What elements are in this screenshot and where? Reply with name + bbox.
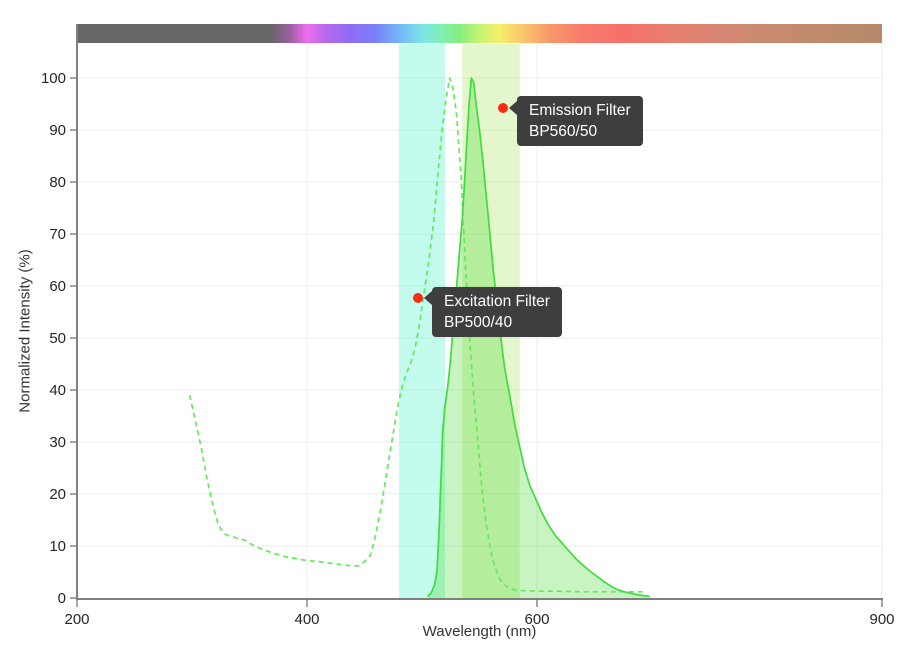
x-tick-label-600: 600 bbox=[524, 611, 549, 628]
emission-filter-tooltip-value: BP560/50 bbox=[529, 123, 598, 140]
y-tick-label-90: 90 bbox=[49, 122, 66, 139]
emission-spectrum-fill[interactable] bbox=[427, 78, 650, 598]
emission-filter-tooltip: Emission Filter BP560/50 bbox=[509, 96, 643, 146]
y-tick-label-70: 70 bbox=[49, 226, 66, 243]
excitation-filter-tooltip-value: BP500/40 bbox=[444, 314, 513, 331]
wavelength-spectrum-bar bbox=[77, 24, 882, 43]
y-tick-label-0: 0 bbox=[58, 590, 66, 607]
x-axis-title: Wavelength (nm) bbox=[422, 623, 537, 640]
excitation-filter-tooltip: Excitation Filter BP500/40 bbox=[424, 287, 562, 337]
y-tick-label-20: 20 bbox=[49, 486, 66, 503]
emission-spectrum-curve[interactable] bbox=[427, 77, 650, 598]
emission-filter-marker-dot bbox=[498, 103, 508, 113]
y-tick-label-100: 100 bbox=[41, 70, 66, 87]
y-tick-label-80: 80 bbox=[49, 174, 66, 191]
x-tick-label-400: 400 bbox=[294, 611, 319, 628]
excitation-filter-tooltip-title: Excitation Filter bbox=[444, 293, 550, 310]
x-tick-label-900: 900 bbox=[869, 611, 894, 628]
y-tick-label-60: 60 bbox=[49, 278, 66, 295]
x-tick-label-200: 200 bbox=[64, 611, 89, 628]
emission-filter-tooltip-title: Emission Filter bbox=[529, 102, 631, 119]
tooltip-arrow-icon bbox=[509, 101, 517, 115]
y-tick-label-10: 10 bbox=[49, 538, 66, 555]
y-tick-label-40: 40 bbox=[49, 382, 66, 399]
y-tick-label-30: 30 bbox=[49, 434, 66, 451]
excitation-spectrum-curve[interactable] bbox=[188, 77, 647, 593]
y-axis-title: Normalized Intensity (%) bbox=[16, 249, 34, 413]
tooltip-arrow-icon bbox=[424, 291, 432, 305]
excitation-filter-marker-dot bbox=[413, 293, 423, 303]
y-tick-label-50: 50 bbox=[49, 330, 66, 347]
